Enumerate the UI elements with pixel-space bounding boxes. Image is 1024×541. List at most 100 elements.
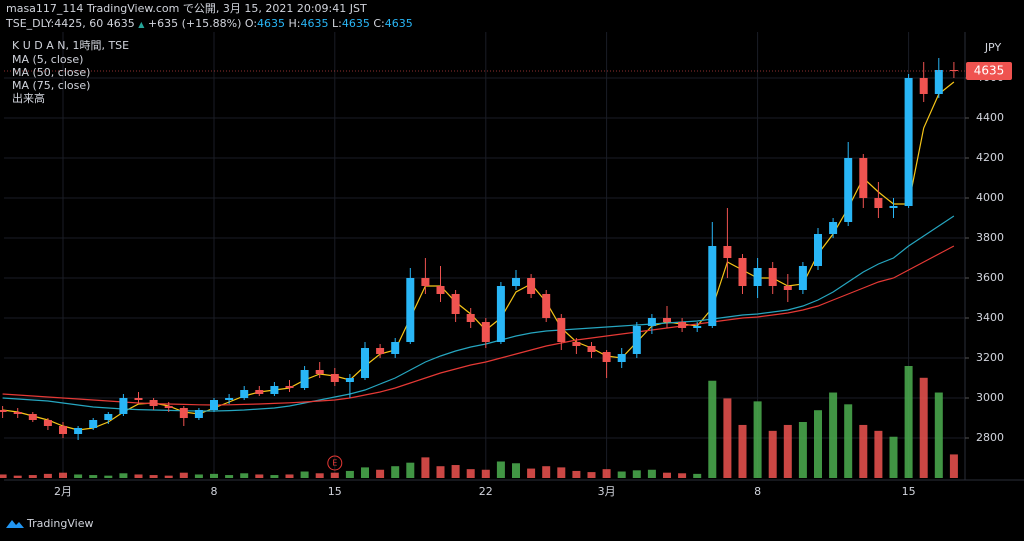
volume-bar [164, 475, 173, 478]
candle-body [330, 374, 339, 382]
volume-bar [89, 475, 98, 478]
volume-bar [768, 430, 777, 478]
candle-body [889, 206, 898, 208]
volume-bar [74, 474, 83, 478]
volume-bar [104, 475, 113, 478]
candle-body [859, 158, 868, 198]
y-tick-label: 4400 [976, 111, 1004, 124]
candle-body [104, 414, 113, 420]
candle-body [647, 318, 656, 326]
volume-bar [240, 473, 249, 478]
published-line: masa117_114 TradingView.com で公開, 3月 15, … [6, 2, 367, 15]
candle-body [949, 70, 958, 71]
x-tick-label: 8 [211, 485, 218, 498]
plot: 2800300032003400360038004000420044004600… [0, 32, 1004, 498]
y-tick-label: 2800 [976, 431, 1004, 444]
volume-bar [663, 472, 671, 478]
volume-bar [617, 471, 626, 478]
candle-body [74, 428, 83, 434]
candle-body [59, 426, 67, 434]
candle-body [391, 342, 400, 354]
volume-bar [134, 474, 143, 478]
volume-bar [285, 474, 294, 478]
volume-bar [542, 466, 551, 478]
y-tick-label: 3600 [976, 271, 1004, 284]
volume-bar [798, 422, 807, 478]
volume-bar [708, 380, 717, 478]
volume-bar [844, 404, 853, 478]
volume-bar [421, 457, 430, 478]
price: 4635 [107, 17, 135, 30]
candle-body [919, 78, 928, 94]
x-tick-label: 15 [902, 485, 916, 498]
legend-entry: 出来高 [12, 91, 45, 105]
candle-body [315, 370, 324, 374]
candle-body [240, 390, 249, 398]
volume-bar [602, 469, 611, 478]
volume-bar [315, 473, 324, 478]
candle-body [149, 400, 158, 406]
event-marker-label: E [332, 459, 337, 468]
volume-bar [949, 454, 958, 478]
candle-body [285, 386, 294, 388]
y-tick-label: 3200 [976, 351, 1004, 364]
volume-bar [889, 436, 898, 478]
candle-body [119, 398, 128, 414]
ohlc-value: 4635 [385, 17, 413, 30]
candle-body [738, 258, 747, 286]
legend-entry: MA (5, close) [12, 53, 83, 66]
volume-bar [753, 401, 762, 478]
volume-bar [451, 465, 460, 478]
candle-body [406, 278, 415, 342]
candle-body [814, 234, 822, 266]
candle-body [28, 414, 37, 420]
y-tick-label: 3400 [976, 311, 1004, 324]
y-tick-label: 4000 [976, 191, 1004, 204]
candle-body [678, 322, 687, 328]
candle-body [376, 348, 385, 354]
volume-bar [0, 474, 7, 478]
candle-body [164, 406, 173, 408]
currency: JPY [984, 41, 1002, 54]
change-arrow: ▲ [138, 20, 145, 29]
volume-bar [783, 424, 792, 478]
candle-body [783, 286, 792, 290]
footer-logo: TradingView [6, 517, 93, 530]
legend-entry: MA (50, close) [12, 66, 90, 79]
candle-body [768, 268, 777, 286]
last-price-badge [966, 62, 1012, 80]
volume-bar [255, 474, 264, 478]
candle-body [844, 158, 853, 222]
candle-body [829, 222, 838, 234]
y-tick-label: 3000 [976, 391, 1004, 404]
candle-body [632, 326, 641, 354]
candle-body [421, 278, 430, 286]
candle-body [0, 410, 7, 412]
volume-bar [345, 470, 354, 478]
candle-body [527, 278, 536, 294]
ohlc-value: 4635 [342, 17, 370, 30]
candle-body [753, 268, 762, 286]
volume-bar [436, 466, 445, 478]
ohlc-label: L: [332, 17, 342, 30]
volume-bar [632, 470, 641, 478]
volume-bar [512, 463, 520, 478]
volume-bar [647, 469, 656, 478]
legend-entry: MA (75, close) [12, 79, 90, 92]
volume-bar [270, 475, 279, 478]
candle-body [451, 294, 460, 314]
volume-bar [693, 473, 702, 478]
x-tick-label: 8 [754, 485, 761, 498]
candle-body [723, 246, 732, 258]
candle-body [134, 398, 143, 400]
ma-line [2, 215, 955, 412]
candle-body [255, 390, 264, 394]
candle-body [345, 378, 354, 382]
x-tick-label: 15 [328, 485, 342, 498]
volume-bar [194, 474, 203, 478]
change: +635 (+15.88%) [148, 17, 241, 30]
last-price-label: 4635 [974, 64, 1005, 78]
volume-bar [391, 466, 400, 478]
